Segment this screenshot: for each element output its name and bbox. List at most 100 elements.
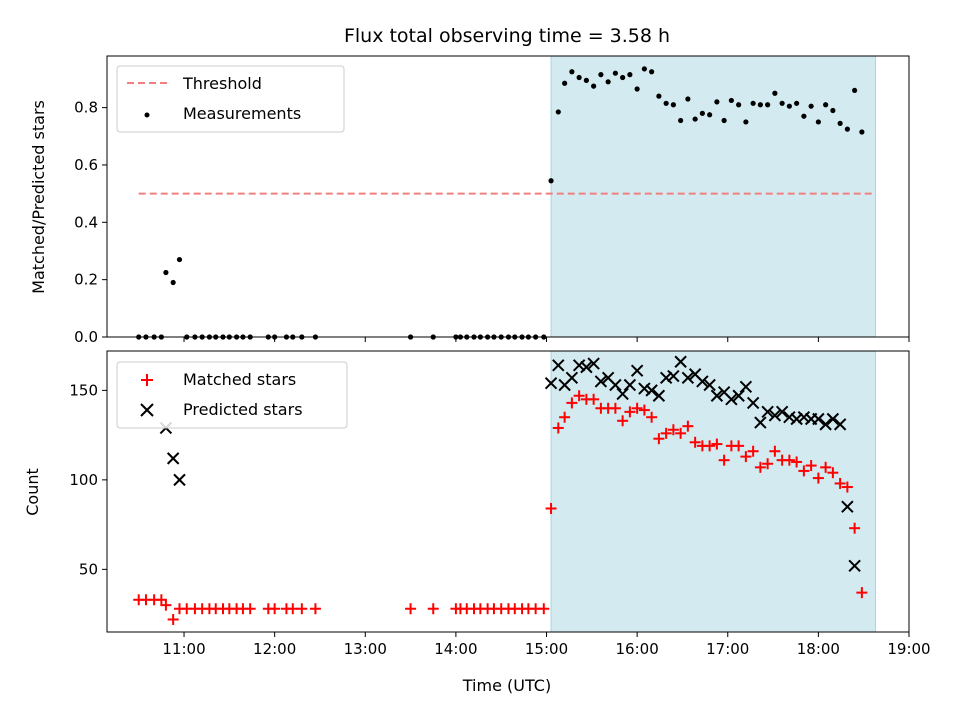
data-point <box>812 412 825 426</box>
data-point <box>837 120 843 126</box>
marker-stroke <box>826 412 840 426</box>
legend-threshold-label: Threshold <box>182 74 262 93</box>
series-matched-stars <box>133 390 868 625</box>
data-point <box>552 422 564 434</box>
data-point <box>833 418 847 431</box>
data-point <box>728 97 734 104</box>
x-tick-label: 16:00 <box>616 640 659 658</box>
marker-stroke <box>652 389 666 402</box>
data-point <box>160 599 172 611</box>
data-point <box>856 587 868 599</box>
x-tick-label: 15:00 <box>525 640 568 658</box>
data-point <box>623 378 637 392</box>
marker-stroke <box>173 473 186 487</box>
ratio-y-axis-label: Matched/Predicted stars <box>29 100 48 294</box>
data-point <box>427 603 439 615</box>
ratio-legend: Threshold Measurements <box>116 65 345 133</box>
data-point <box>674 355 687 368</box>
data-point <box>588 393 600 405</box>
marker-stroke <box>667 369 680 383</box>
data-point <box>750 100 756 106</box>
y-tick-label: 0.6 <box>74 156 98 174</box>
marker-stroke <box>587 357 600 370</box>
marker-stroke <box>754 416 767 429</box>
data-point <box>707 112 713 118</box>
data-point <box>721 117 727 124</box>
data-point <box>852 87 858 94</box>
data-point <box>631 402 643 414</box>
marker-stroke <box>812 412 825 426</box>
data-point <box>769 445 781 457</box>
marker-stroke <box>703 378 716 392</box>
data-point <box>762 458 774 470</box>
data-point <box>559 411 571 423</box>
axes-frame <box>106 55 910 338</box>
y-tick-label: 0.4 <box>74 213 98 231</box>
data-point <box>841 481 853 493</box>
data-point <box>653 433 665 445</box>
x-tick-label: 18:00 <box>797 640 840 658</box>
marker-stroke <box>833 418 847 431</box>
data-point <box>775 405 789 419</box>
data-point <box>681 371 695 385</box>
data-point <box>772 90 778 96</box>
data-point <box>663 100 669 106</box>
data-point <box>612 70 618 76</box>
data-point <box>848 559 861 572</box>
data-point <box>699 110 705 116</box>
data-point <box>562 80 568 86</box>
data-point <box>675 427 687 439</box>
data-point <box>747 445 759 457</box>
observing-interval-shade <box>551 56 876 337</box>
data-point <box>620 74 626 81</box>
x-tick-label: 11:00 <box>162 640 205 658</box>
x-tick-label: 13:00 <box>344 640 387 658</box>
data-point <box>552 359 565 372</box>
chart-title: Flux total observing time = 3.58 h <box>344 25 670 47</box>
data-point <box>743 119 749 125</box>
data-point <box>544 377 558 390</box>
data-point <box>704 440 716 452</box>
data-point <box>630 364 644 377</box>
marker-stroke <box>761 405 774 419</box>
data-point <box>638 404 650 416</box>
marker-stroke <box>725 393 738 406</box>
data-point <box>638 382 651 395</box>
marker-stroke <box>732 389 745 402</box>
legend-matched-swatch <box>141 374 153 386</box>
data-point <box>797 411 811 424</box>
x-tick-label: 12:00 <box>253 640 296 658</box>
data-point <box>646 411 658 423</box>
count-panel: 50 100 150 11:00 12:00 13:00 14:00 15:00 16:00 17… <box>69 350 931 658</box>
data-point <box>269 603 281 615</box>
data-point <box>790 412 803 426</box>
series-measurements <box>136 66 865 340</box>
data-point <box>732 389 745 402</box>
data-point <box>685 96 691 102</box>
data-point <box>783 454 795 466</box>
data-point <box>826 412 840 426</box>
data-point <box>163 269 169 276</box>
data-point <box>583 77 589 83</box>
data-point <box>587 357 600 370</box>
data-point <box>405 603 417 615</box>
data-point <box>591 83 597 89</box>
marker-stroke <box>739 380 753 394</box>
data-point <box>634 86 640 92</box>
data-point <box>830 107 836 114</box>
observing-interval-shade <box>551 351 876 632</box>
count-y-axis-label: Count <box>23 468 42 516</box>
data-point <box>815 119 821 125</box>
data-point <box>573 390 585 402</box>
legend-matched-label: Matched stars <box>183 370 296 389</box>
marker-stroke <box>580 360 593 374</box>
data-point <box>820 461 832 473</box>
data-point <box>667 424 679 436</box>
data-point <box>696 375 709 388</box>
data-point <box>740 451 752 463</box>
data-point <box>173 473 186 487</box>
x-tick-label: 17:00 <box>706 640 749 658</box>
data-point <box>827 467 839 479</box>
data-point <box>805 460 817 472</box>
